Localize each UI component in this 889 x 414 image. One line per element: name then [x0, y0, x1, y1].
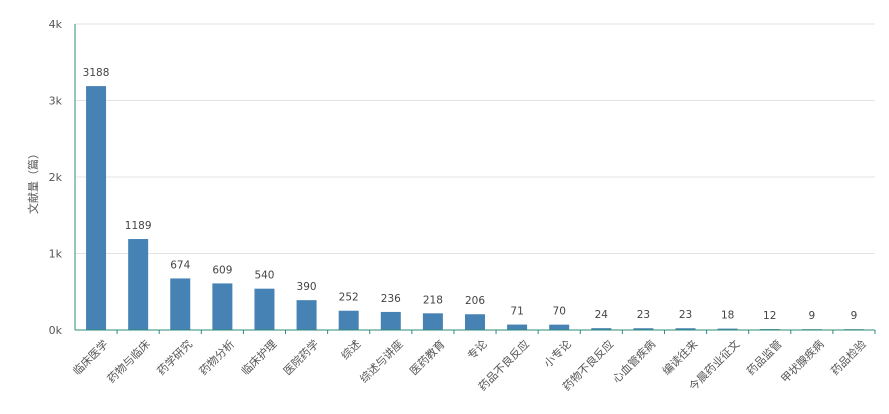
- data-label: 390: [297, 281, 317, 293]
- data-label: 674: [170, 259, 190, 271]
- data-label: 23: [637, 309, 650, 321]
- x-tick-label: 药品检验: [828, 337, 869, 378]
- y-tick-label: 3k: [49, 95, 63, 108]
- data-label: 70: [553, 306, 566, 318]
- data-label: 9: [808, 310, 815, 322]
- data-label: 206: [465, 295, 485, 307]
- data-label: 540: [254, 270, 274, 282]
- axes: [74, 24, 875, 331]
- data-label: 236: [381, 293, 401, 305]
- bar: [338, 310, 359, 330]
- bar: [465, 314, 485, 330]
- bar: [633, 328, 654, 330]
- data-label: 12: [763, 310, 776, 322]
- x-tick-label: 专论: [464, 337, 489, 362]
- bar: [422, 313, 443, 330]
- bar: [549, 324, 570, 330]
- y-tick-label: 0k: [49, 324, 63, 337]
- data-label: 252: [339, 292, 359, 304]
- data-label: 24: [595, 309, 609, 321]
- x-tick-label: 药物分析: [196, 337, 237, 378]
- x-tick-label: 医药教育: [407, 337, 448, 378]
- x-tick-label: 综述: [338, 337, 363, 362]
- bar: [296, 300, 317, 330]
- data-label: 18: [721, 310, 734, 322]
- data-label: 9: [851, 310, 858, 322]
- x-tick-label: 药品监管: [744, 337, 785, 378]
- bar: [254, 288, 275, 330]
- data-label: 609: [212, 264, 232, 276]
- x-tick-label: 药学研究: [154, 337, 195, 378]
- bar: [507, 324, 528, 330]
- x-tick-label: 甲状腺疾病: [778, 337, 827, 386]
- x-tick-label: 临床医学: [70, 337, 111, 378]
- bar: [675, 328, 696, 330]
- bar: [717, 328, 738, 330]
- x-tick-label: 药物与临床: [104, 337, 153, 386]
- grid-lines: [75, 23, 875, 254]
- x-tick-label: 小专论: [541, 337, 574, 370]
- x-tick-label: 编读往来: [659, 337, 700, 378]
- bars: [86, 86, 864, 330]
- y-tick-label: 1k: [49, 248, 63, 261]
- data-labels: 3188 1189 674 609 540 390 252 236 218 206 71 70 24 23…: [83, 67, 858, 322]
- bar: [212, 283, 233, 330]
- bar: [380, 311, 401, 330]
- x-tick-label: 综述与讲座: [357, 337, 406, 386]
- data-label: 23: [679, 309, 692, 321]
- y-tick-label: 2k: [49, 171, 63, 184]
- data-label: 1189: [125, 220, 152, 232]
- data-label: 71: [510, 306, 523, 318]
- x-tick-label: 心血管疾病: [609, 337, 658, 386]
- y-axis-title: 文献量（篇）: [26, 148, 40, 214]
- x-tick-label: 医院药学: [280, 337, 321, 378]
- data-label: 3188: [83, 67, 110, 79]
- bar: [128, 239, 149, 330]
- y-axis-ticks: 0k 1k 2k 3k 4k: [49, 18, 63, 337]
- bar: [86, 86, 107, 330]
- bar: [170, 278, 191, 330]
- bar: [591, 328, 612, 330]
- y-tick-label: 4k: [49, 18, 63, 31]
- x-tick-label: 临床护理: [238, 337, 279, 378]
- data-label: 218: [423, 294, 443, 306]
